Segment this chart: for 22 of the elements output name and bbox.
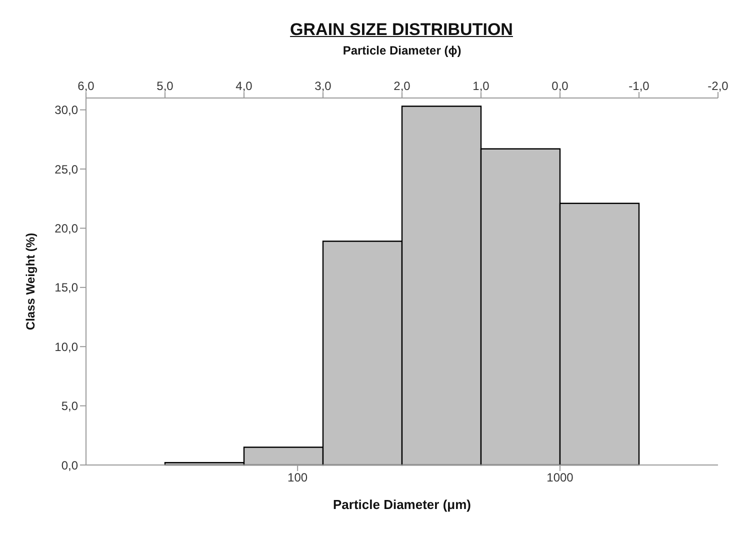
x2-tick-label: -2,0 — [708, 79, 729, 93]
y-tick-label: 0,0 — [61, 458, 78, 472]
x2-tick-label: 2,0 — [394, 79, 411, 93]
x2-tick-label: 6,0 — [78, 79, 95, 93]
chart-title: GRAIN SIZE DISTRIBUTION — [289, 20, 514, 40]
y-tick-label: 20,0 — [54, 221, 78, 236]
x2-tick-label: 0,0 — [552, 79, 569, 93]
y-tick-label: 5,0 — [61, 399, 78, 414]
x-tick-label: 1000 — [546, 470, 574, 485]
y-tick-label: 10,0 — [54, 340, 78, 354]
x2-tick-label: 1,0 — [472, 79, 490, 93]
x-axis-title: Particle Diameter (μm) — [332, 497, 472, 512]
x-tick-label: 100 — [288, 470, 308, 485]
x2-tick-label: -1,0 — [628, 79, 650, 93]
x2-tick-label: 3,0 — [314, 79, 332, 93]
y-tick-label: 25,0 — [54, 162, 78, 176]
x2-tick-label: 4,0 — [236, 79, 253, 93]
x2-axis-title: Particle Diameter (ϕ) — [342, 44, 462, 58]
y-tick-label: 15,0 — [54, 280, 78, 295]
y-tick-label: 30,0 — [54, 103, 78, 118]
x2-tick-label: 5,0 — [156, 79, 174, 93]
y-axis-title: Class Weight (%) — [23, 232, 38, 330]
